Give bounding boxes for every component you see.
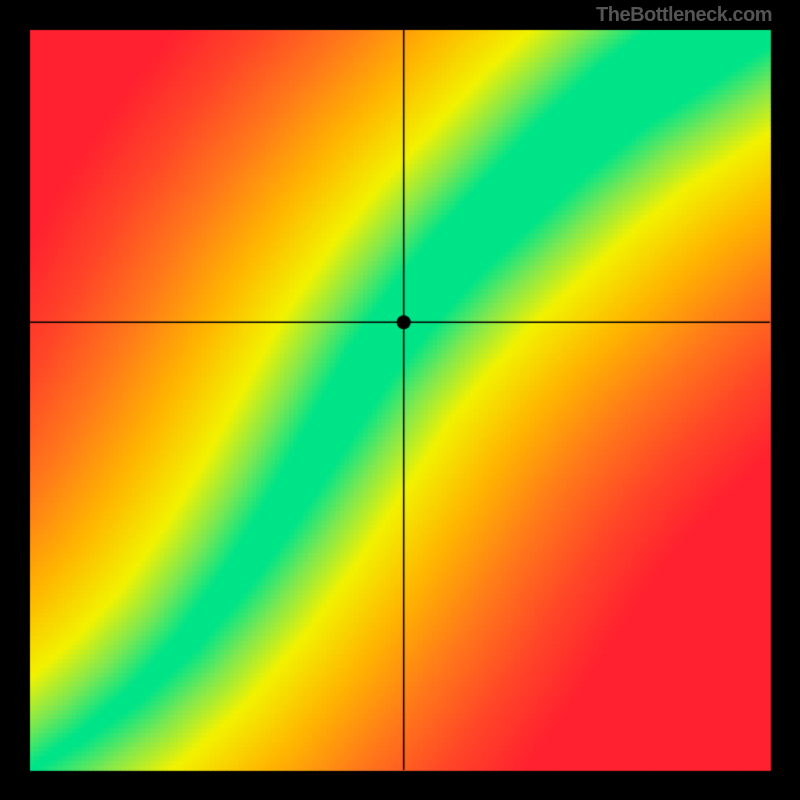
chart-container: TheBottleneck.com bbox=[0, 0, 800, 800]
watermark-text: TheBottleneck.com bbox=[596, 4, 772, 27]
heatmap-canvas bbox=[0, 0, 800, 800]
